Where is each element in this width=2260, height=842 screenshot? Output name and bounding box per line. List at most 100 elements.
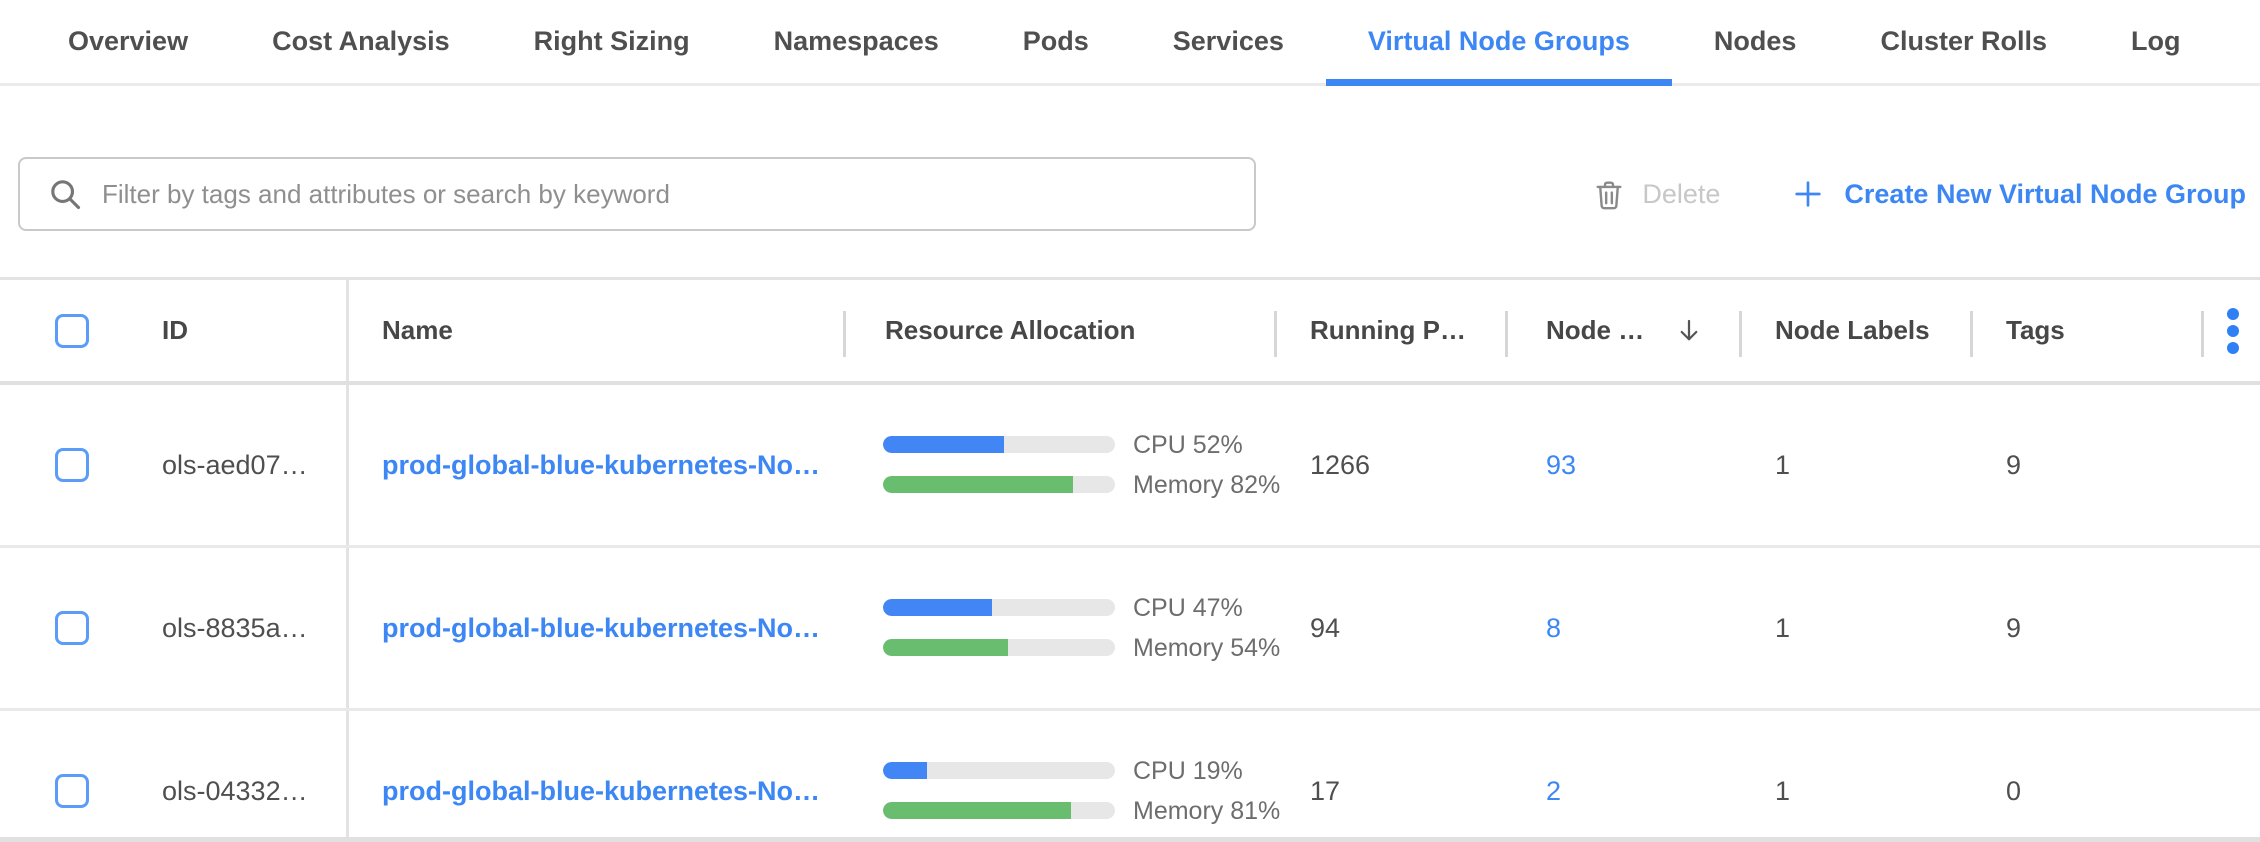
delete-label: Delete <box>1642 178 1721 209</box>
nodes-count-cell: 93 <box>1546 385 1576 545</box>
nodes-count-link[interactable]: 2 <box>1546 775 1562 806</box>
row-checkbox[interactable] <box>55 448 89 482</box>
create-label: Create New Virtual Node Group <box>1844 178 2246 209</box>
delete-button[interactable]: Delete <box>1592 176 1720 212</box>
vng-name-cell: prod-global-blue-kubernetes-No… <box>382 548 820 708</box>
memory-usage-label: Memory 81% <box>1133 797 1281 825</box>
vng-name-link: prod-global-blue-kubernetes-No… <box>382 385 820 545</box>
cpu-usage-bar <box>883 762 1115 779</box>
cpu-usage-label: CPU 52% <box>1133 431 1243 459</box>
filter-search-box <box>18 157 1256 231</box>
column-header-nodes[interactable]: Node … <box>1546 280 1704 381</box>
resource-allocation-cell: CPU 19% Memory 81% <box>883 711 1403 842</box>
running-pods-value: 94 <box>1310 612 1341 643</box>
resource-allocation-cell: CPU 47% Memory 54% <box>883 548 1403 708</box>
tab-virtual-node-groups[interactable]: Virtual Node Groups <box>1325 0 1672 86</box>
vng-name-link[interactable]: prod-global-blue-kubernetes-No… <box>382 449 820 480</box>
column-header-nodes-label: Node … <box>1546 315 1645 345</box>
header-divider <box>1970 311 1973 357</box>
vng-name-cell: prod-global-blue-kubernetes-No… <box>382 711 820 842</box>
tags-value: 9 <box>2006 449 2022 480</box>
table-header-row: ID Name Resource Allocation Running P… N… <box>0 280 2260 385</box>
node-labels-value: 1 <box>1775 775 1791 806</box>
table-row: ols-04332… prod-global-blue-kubernetes-N… <box>0 711 2260 842</box>
vng-id: ols-8835a… <box>162 612 308 643</box>
column-divider <box>346 280 349 842</box>
tab-cluster-rolls[interactable]: Cluster Rolls <box>1838 0 2089 83</box>
row-checkbox[interactable] <box>55 774 89 808</box>
row-checkbox-cell <box>55 385 89 545</box>
tab-cost-analysis[interactable]: Cost Analysis <box>230 0 492 83</box>
sort-descending-arrow-icon[interactable] <box>1674 316 1704 346</box>
memory-usage-bar <box>883 802 1115 819</box>
row-checkbox-cell <box>55 711 89 842</box>
cpu-usage-label: CPU 19% <box>1133 757 1243 785</box>
nodes-count-cell: 2 <box>1546 711 1561 842</box>
header-divider <box>843 311 846 357</box>
vng-id: ols-04332… <box>162 775 308 806</box>
row-checkbox-cell <box>55 548 89 708</box>
memory-usage-label: Memory 54% <box>1133 634 1281 662</box>
header-divider <box>2201 311 2204 357</box>
column-header-running-pods[interactable]: Running P… <box>1310 315 1466 345</box>
toolbar-actions: Delete Create New Virtual Node Group <box>1592 157 2246 231</box>
tab-label: Virtual Node Groups <box>1367 26 1630 56</box>
tab-label: Right Sizing <box>533 26 690 56</box>
filter-search-input[interactable] <box>84 159 1254 229</box>
tab-services[interactable]: Services <box>1131 0 1326 83</box>
header-divider <box>1739 311 1742 357</box>
vng-name-link[interactable]: prod-global-blue-kubernetes-No… <box>382 612 820 643</box>
column-header-id[interactable]: ID <box>162 315 188 345</box>
nodes-count-cell: 8 <box>1546 548 1561 708</box>
tab-label: Services <box>1172 26 1284 56</box>
tab-pods[interactable]: Pods <box>981 0 1131 83</box>
running-pods-value: 1266 <box>1310 449 1371 480</box>
tags-value: 9 <box>2006 612 2022 643</box>
tab-nodes[interactable]: Nodes <box>1672 0 1839 83</box>
cpu-usage-bar <box>883 599 1115 616</box>
node-labels-value: 1 <box>1775 612 1791 643</box>
tab-overview[interactable]: Overview <box>26 0 230 83</box>
tab-label: Nodes <box>1713 26 1797 56</box>
cpu-usage-label: CPU 47% <box>1133 594 1243 622</box>
table-row: ols-8835a… prod-global-blue-kubernetes-N… <box>0 548 2260 711</box>
memory-usage-label: Memory 82% <box>1133 471 1281 499</box>
column-header-name[interactable]: Name <box>382 315 453 345</box>
virtual-node-groups-table: ID Name Resource Allocation Running P… N… <box>0 277 2260 842</box>
memory-usage-bar <box>883 639 1115 656</box>
tags-value: 0 <box>2006 775 2022 806</box>
memory-usage-bar <box>883 476 1115 493</box>
tab-label: Cluster Rolls <box>1880 26 2047 56</box>
header-divider <box>1274 311 1277 357</box>
vng-name-link[interactable]: prod-global-blue-kubernetes-No… <box>382 775 820 806</box>
node-labels-value: 1 <box>1775 449 1791 480</box>
tab-label: Pods <box>1022 26 1089 56</box>
tab-log[interactable]: Log <box>2089 0 2222 83</box>
create-new-virtual-node-group-button[interactable]: Create New Virtual Node Group <box>1792 178 2246 210</box>
row-checkbox[interactable] <box>55 611 89 645</box>
tab-label: Overview <box>68 26 189 56</box>
running-pods-value: 17 <box>1310 775 1341 806</box>
cpu-usage-bar <box>883 436 1115 453</box>
tab-label: Namespaces <box>773 26 939 56</box>
column-header-resource-allocation[interactable]: Resource Allocation <box>885 315 1136 345</box>
trash-icon <box>1596 181 1622 210</box>
header-divider <box>1505 311 1508 357</box>
column-header-tags[interactable]: Tags <box>2006 315 2065 345</box>
select-all-checkbox[interactable] <box>55 313 89 348</box>
tab-right-sizing[interactable]: Right Sizing <box>492 0 732 83</box>
search-icon <box>51 180 81 210</box>
nodes-count-link[interactable]: 93 <box>1546 449 1577 480</box>
toolbar: Delete Create New Virtual Node Group <box>0 86 2260 277</box>
column-header-node-labels[interactable]: Node Labels <box>1775 315 1930 345</box>
resource-allocation-cell: CPU 52% Memory 82% <box>883 385 1403 545</box>
nodes-count-link[interactable]: 8 <box>1546 612 1562 643</box>
select-all-cell <box>55 280 89 381</box>
bottom-scrollbar-track[interactable] <box>0 837 2260 842</box>
column-settings-kebab-icon[interactable] <box>2227 280 2239 381</box>
table-row: ols-aed07… prod-global-blue-kubernetes-N… <box>0 385 2260 548</box>
top-tab-bar: Overview Cost Analysis Right Sizing Name… <box>0 0 2260 86</box>
tab-label: Log <box>2131 26 2181 56</box>
vng-id: ols-aed07… <box>162 449 308 480</box>
tab-namespaces[interactable]: Namespaces <box>732 0 981 83</box>
